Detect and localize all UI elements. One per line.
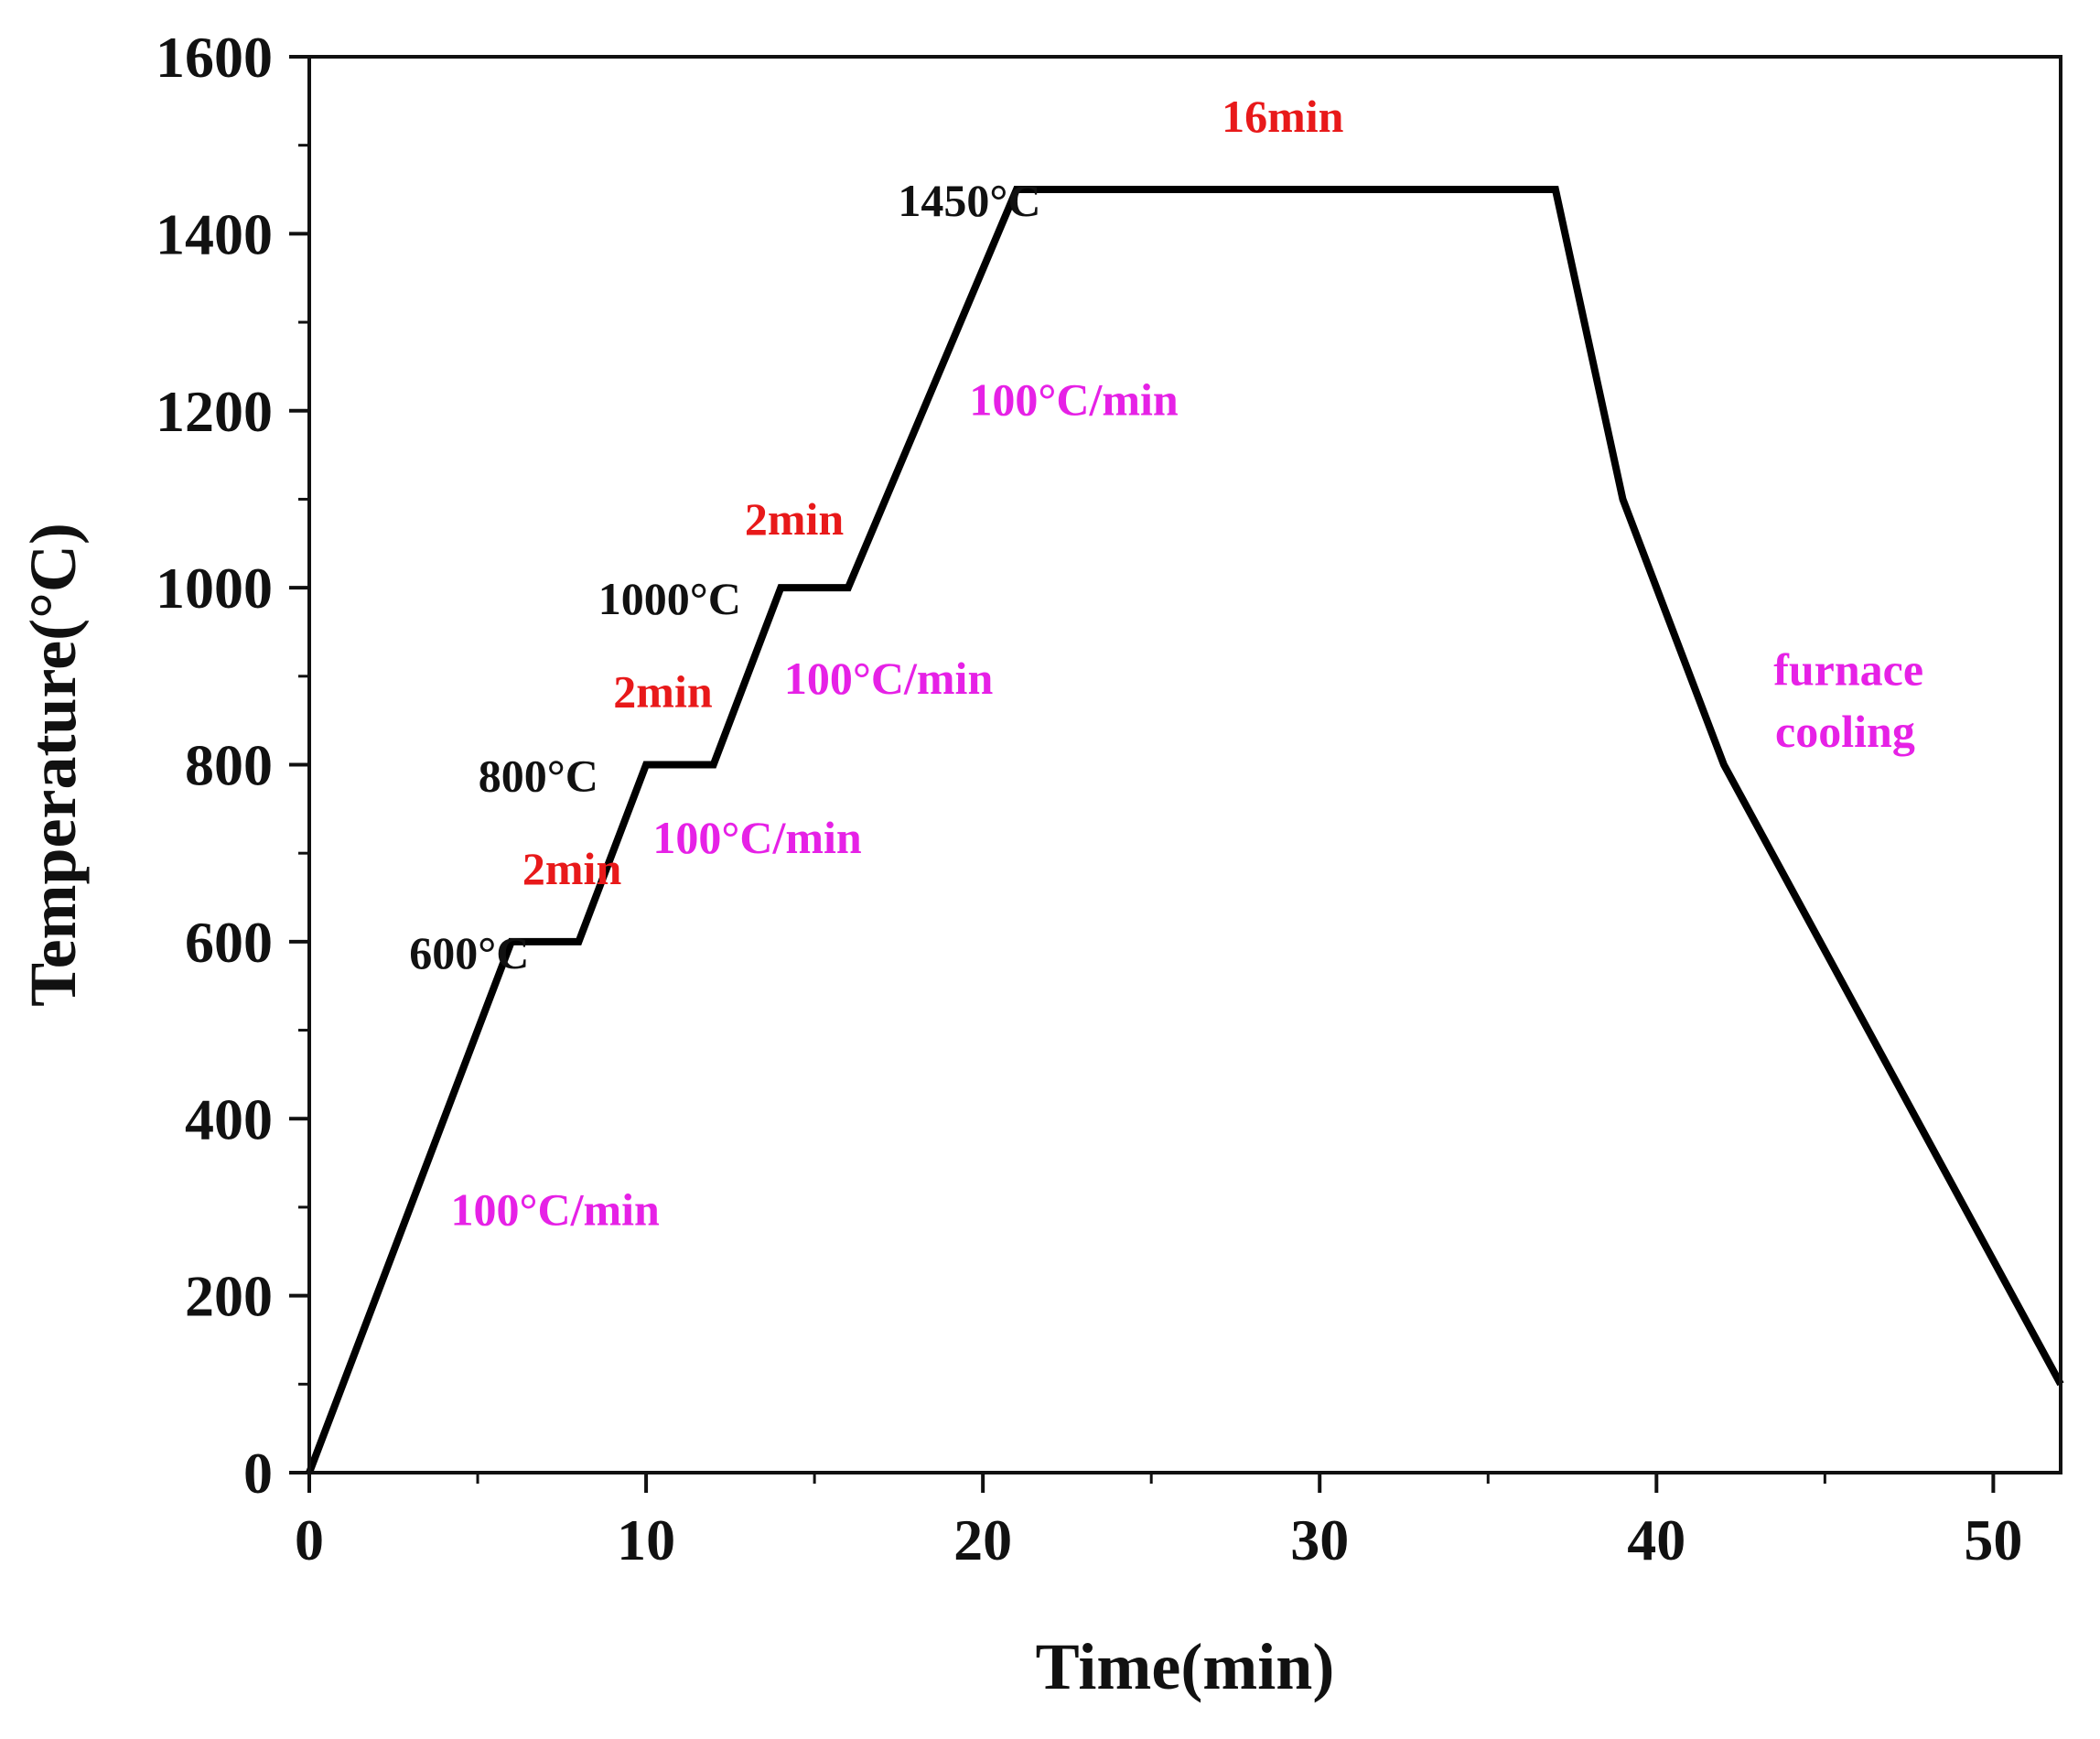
- annotation-label: 100°C/min: [784, 653, 994, 704]
- data-point: [577, 941, 579, 943]
- x-tick-label: 40: [1627, 1507, 1685, 1572]
- annotation-label: 2min: [522, 843, 622, 894]
- data-point: [1016, 189, 1018, 190]
- annotation-label: 800°C: [479, 751, 598, 802]
- y-tick-label: 1200: [156, 379, 273, 444]
- annotation-label: 100°C/min: [451, 1183, 661, 1235]
- annotation-label: 100°C/min: [652, 812, 862, 863]
- data-point: [645, 764, 647, 765]
- y-tick-label: 1000: [156, 556, 273, 621]
- data-point: [847, 587, 849, 589]
- x-tick-label: 50: [1964, 1507, 2022, 1572]
- tick-labels: 0 10 20 30 40 50 0 200 400 600 800 1000 1200 1400 1600: [156, 25, 2022, 1572]
- series-layer: [306, 186, 2064, 1474]
- data-point: [1622, 498, 1623, 500]
- data-point: [713, 764, 715, 765]
- x-axis-title: Time(min): [1036, 1630, 1335, 1703]
- y-tick-label: 800: [185, 733, 273, 798]
- annotation-label: 1000°C: [598, 573, 741, 624]
- data-point: [511, 941, 512, 943]
- annotation-label: 2min: [745, 493, 845, 545]
- x-tick-label: 10: [617, 1507, 675, 1572]
- series-line: [306, 186, 2064, 1474]
- y-tick-label: 0: [243, 1441, 273, 1506]
- plot-frame: [307, 55, 2062, 1474]
- annotation-label: cooling: [1775, 706, 1915, 757]
- annotations: 600°C 800°C 1000°C 1450°C 2min 2min 2min 16min 1…: [409, 91, 1923, 1235]
- annotation-label: 1450°C: [898, 175, 1040, 226]
- y-tick-label: 1600: [156, 25, 273, 90]
- minor-ticks: [298, 144, 1826, 1484]
- x-tick-label: 30: [1290, 1507, 1349, 1572]
- annotation-label: 16min: [1222, 91, 1344, 142]
- y-tick-label: 400: [185, 1086, 273, 1151]
- data-point: [1723, 764, 1725, 765]
- data-point: [1555, 189, 1556, 190]
- y-axis-title: Temperature(°C): [16, 523, 90, 1007]
- y-tick-label: 600: [185, 910, 273, 975]
- major-ticks: [289, 55, 1996, 1493]
- annotation-label: 600°C: [409, 927, 529, 978]
- annotation-label: furnace: [1773, 643, 1923, 695]
- x-tick-label: 20: [953, 1507, 1012, 1572]
- annotation-label: 100°C/min: [969, 374, 1179, 426]
- x-tick-label: 0: [295, 1507, 324, 1572]
- y-tick-label: 200: [185, 1264, 273, 1329]
- y-tick-label: 1400: [156, 201, 273, 266]
- annotation-label: 2min: [613, 666, 713, 718]
